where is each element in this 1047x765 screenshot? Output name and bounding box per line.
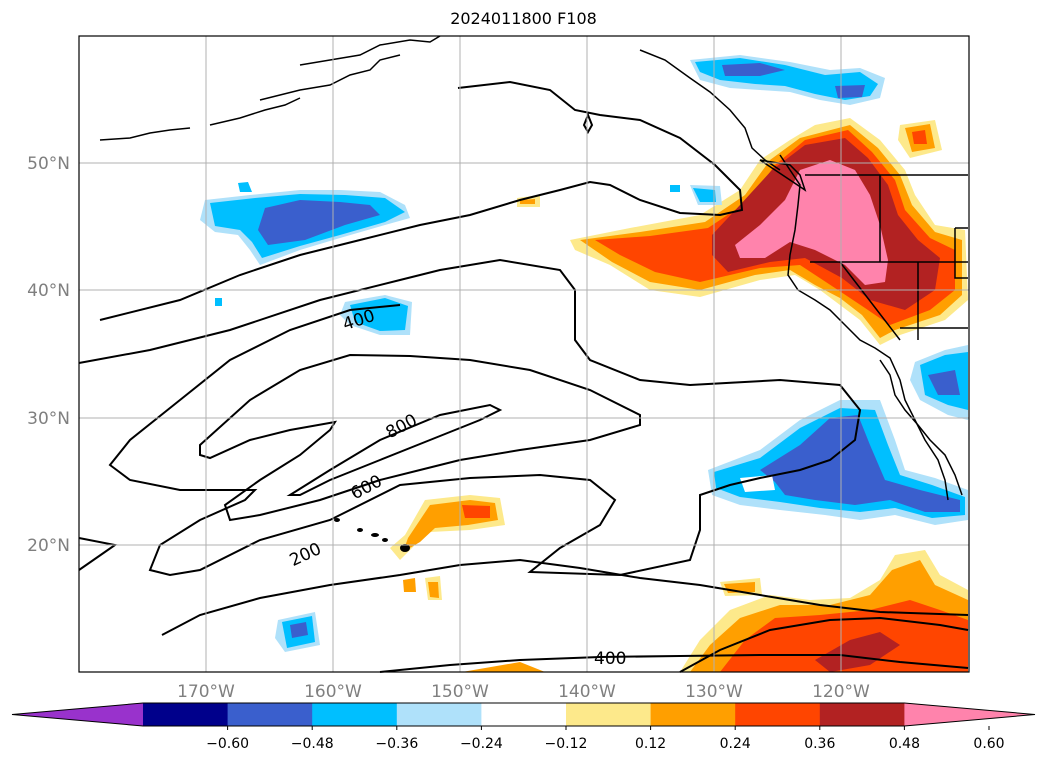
colorbar-segment xyxy=(819,703,905,726)
contour-line xyxy=(199,353,641,522)
lon-label: 150°W xyxy=(431,682,489,702)
colorbar-segment xyxy=(735,703,821,726)
colorbar-segment xyxy=(143,703,229,726)
colorbar-tick-label: −0.12 xyxy=(545,736,588,752)
height-contours xyxy=(78,80,969,673)
coastline-alaska xyxy=(99,35,441,141)
coastline-baja xyxy=(879,359,963,496)
colorbar-segment xyxy=(650,703,736,726)
colorbar-tick-label: 0.12 xyxy=(635,736,666,752)
contour-line xyxy=(286,403,503,496)
gridlines xyxy=(79,36,969,672)
contour-line xyxy=(679,616,969,673)
contour-label: 400 xyxy=(594,649,626,669)
longitude-labels: 170°W 160°W 150°W 140°W 130°W 120°W xyxy=(177,682,870,702)
colorbar-tick-label: 0.24 xyxy=(720,736,751,752)
lon-label: 120°W xyxy=(812,682,870,702)
map-title: 2024011800 F108 xyxy=(450,9,597,28)
colorbar-segment xyxy=(566,703,652,726)
colorbar-segment xyxy=(227,703,313,726)
lat-label: 30°N xyxy=(27,409,70,429)
state-borders xyxy=(805,174,968,341)
contour-line xyxy=(78,258,862,577)
lon-label: 140°W xyxy=(558,682,616,702)
colorbar-tick-label: 0.36 xyxy=(804,736,835,752)
colorbar-tick-label: −0.36 xyxy=(375,736,418,752)
colorbar-tick-label: −0.48 xyxy=(291,736,334,752)
colorbar-outline xyxy=(11,702,1036,727)
colorbar: −0.60 −0.48 −0.36 −0.24 −0.12 0.12 0.24 0.36 0.4… xyxy=(11,702,1036,752)
colorbar-extend-low xyxy=(12,703,143,726)
contour-line xyxy=(582,112,594,135)
colorbar-segment xyxy=(396,703,482,726)
contour-line xyxy=(379,654,969,673)
colorbar-tick-label: −0.60 xyxy=(206,736,249,752)
colorbar-tick-label: 0.48 xyxy=(889,736,920,752)
hawaii-islands xyxy=(334,518,410,552)
colorbar-tick-label: 0.60 xyxy=(973,736,1004,752)
latitude-labels: 50°N 40°N 30°N 20°N xyxy=(27,154,70,556)
coastline-british-columbia xyxy=(639,49,781,171)
coastline-vancouver-island xyxy=(759,159,807,192)
coastline-us-west xyxy=(779,154,949,501)
contour-line xyxy=(99,80,744,321)
colorbar-segment xyxy=(312,703,398,726)
map-frame xyxy=(78,35,970,673)
colorbar-tick-label: −0.24 xyxy=(460,736,503,752)
lon-label: 130°W xyxy=(685,682,743,702)
lat-label: 50°N xyxy=(27,154,70,174)
coastlines xyxy=(99,35,968,501)
colorbar-segment xyxy=(481,703,567,726)
lon-label: 160°W xyxy=(304,682,362,702)
contour-line xyxy=(161,558,969,636)
lon-label: 170°W xyxy=(177,682,235,702)
lat-label: 40°N xyxy=(27,281,70,301)
lat-label: 20°N xyxy=(27,536,70,556)
colorbar-extend-high xyxy=(904,703,1035,726)
